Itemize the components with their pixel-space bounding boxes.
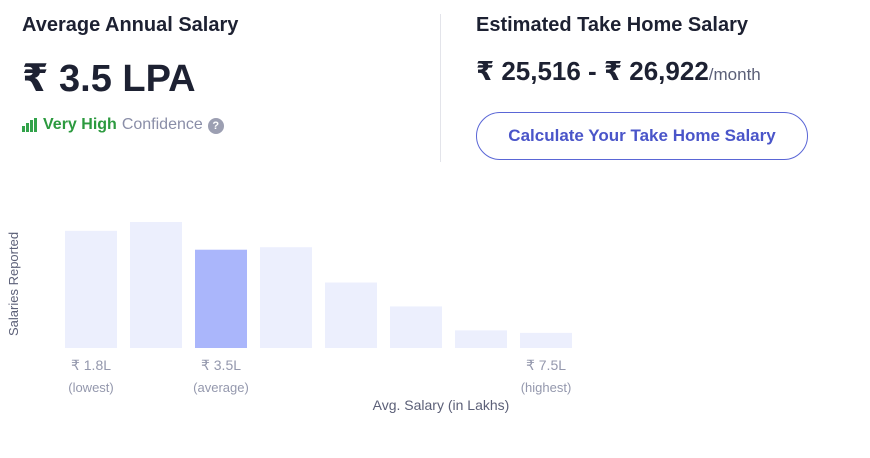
confidence-indicator: Very High Confidence ? bbox=[22, 116, 224, 134]
average-salary-section: Average Annual Salary bbox=[22, 14, 238, 37]
calculate-take-home-button[interactable]: Calculate Your Take Home Salary bbox=[476, 112, 808, 160]
take-home-value: ₹ 25,516 - ₹ 26,922/month bbox=[476, 56, 761, 87]
chart-bar bbox=[130, 222, 182, 348]
chart-bar bbox=[520, 332, 572, 348]
salary-distribution-chart: Salaries Reported ₹ 1.8L (lowest) ₹ 3.5L (a… bbox=[0, 200, 620, 430]
section-divider bbox=[440, 14, 441, 162]
chart-tick-caption: (lowest) bbox=[68, 380, 114, 395]
chart-bar bbox=[195, 249, 247, 348]
chart-bar bbox=[390, 306, 442, 348]
signal-bars-icon bbox=[22, 118, 37, 132]
chart-bar bbox=[455, 330, 507, 348]
question-circle-icon[interactable]: ? bbox=[207, 118, 224, 134]
chart-tick-value: ₹ 7.5L bbox=[526, 357, 566, 373]
chart-x-label: Avg. Salary (in Lakhs) bbox=[373, 397, 510, 413]
chart-bar bbox=[260, 247, 312, 348]
chart-tick-caption: (highest) bbox=[521, 380, 572, 395]
average-salary-heading: Average Annual Salary bbox=[22, 14, 239, 36]
chart-tick-caption: (average) bbox=[193, 380, 249, 395]
take-home-unit: /month bbox=[708, 65, 761, 84]
confidence-level: Very High bbox=[43, 116, 117, 133]
chart-bar bbox=[325, 282, 377, 348]
chart-tick-value: ₹ 3.5L bbox=[201, 357, 241, 373]
confidence-label: Confidence bbox=[121, 116, 203, 133]
take-home-range: ₹ 25,516 - ₹ 26,922 bbox=[476, 56, 709, 86]
chart-y-label: Salaries Reported bbox=[6, 231, 21, 336]
chart-svg: ₹ 1.8L (lowest) ₹ 3.5L (average) ₹ 7.5L (high… bbox=[65, 222, 572, 413]
average-salary-value: ₹ 3.5 LPA bbox=[22, 58, 196, 100]
take-home-heading: Estimated Take Home Salary bbox=[476, 14, 748, 36]
chart-tick-value: ₹ 1.8L bbox=[71, 357, 111, 373]
chart-bar bbox=[65, 230, 117, 348]
